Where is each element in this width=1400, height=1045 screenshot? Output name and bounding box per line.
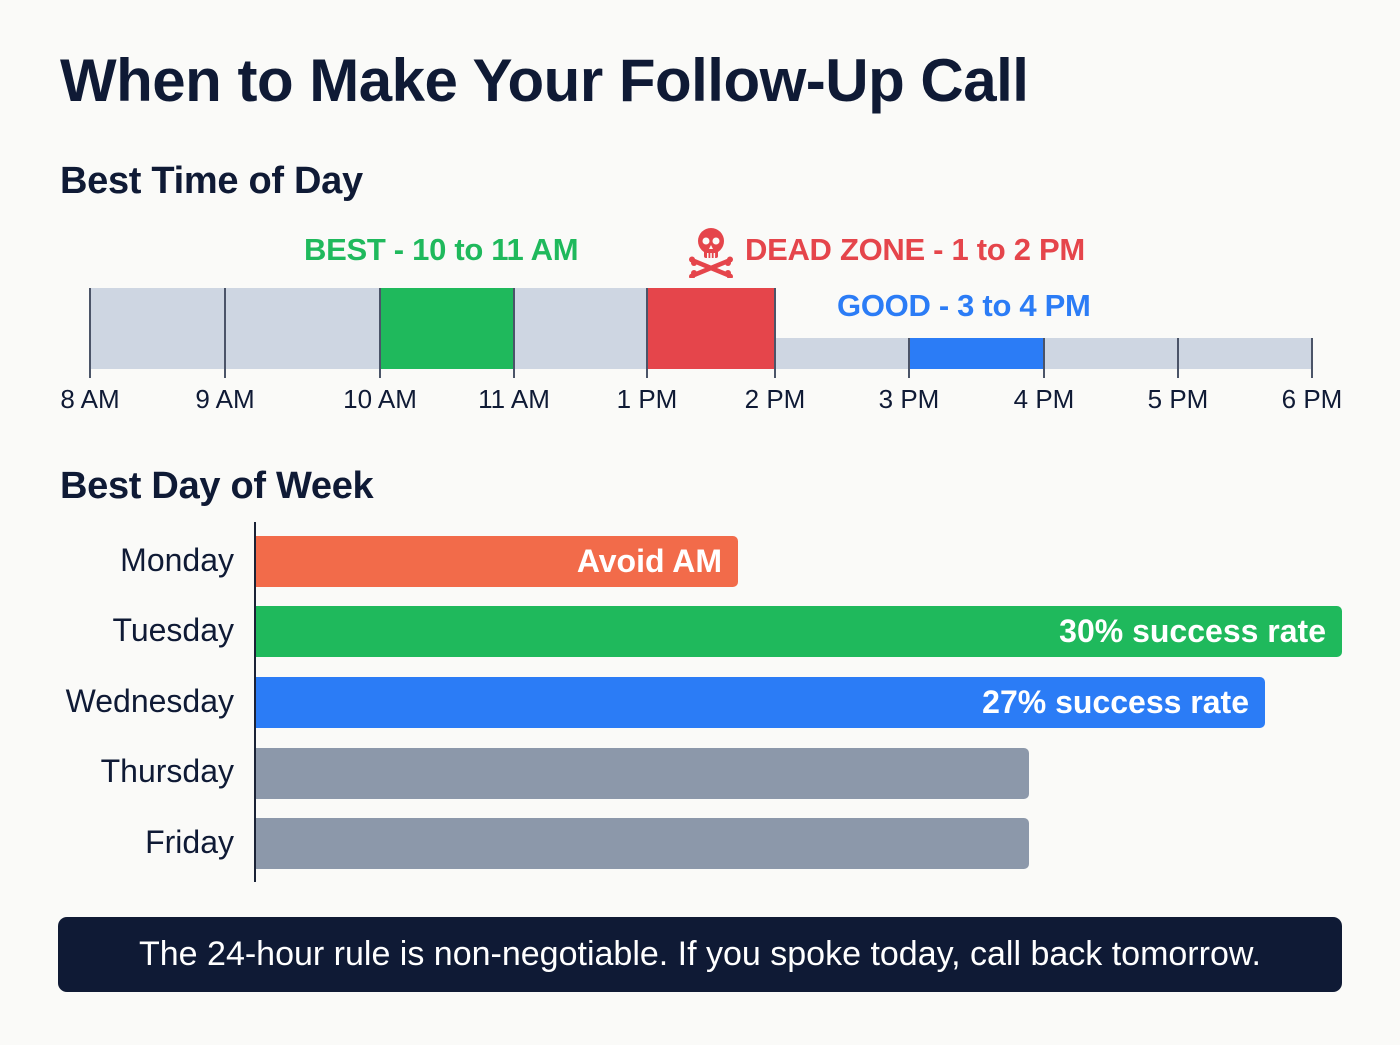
good-zone-label: GOOD - 3 to 4 PM xyxy=(837,288,1091,323)
bar-annotation: 30% success rate xyxy=(1059,613,1326,649)
day-bar-tuesday: 30% success rate xyxy=(256,606,1342,657)
tick-3pm xyxy=(908,338,910,378)
segment-11am-1pm xyxy=(514,288,647,369)
rule-banner: The 24-hour rule is non-negotiable. If y… xyxy=(58,917,1342,992)
tick-5pm xyxy=(1177,338,1179,378)
tick-8am xyxy=(89,288,91,378)
tick-label: 11 AM xyxy=(478,384,550,414)
day-label-monday: Monday xyxy=(120,542,234,578)
segment-2-3pm xyxy=(775,338,909,369)
tick-9am xyxy=(224,288,226,378)
bar-annotation: Avoid AM xyxy=(576,543,722,579)
segment-best-10-11am xyxy=(380,288,514,369)
page-title: When to Make Your Follow-Up Call xyxy=(60,47,1029,114)
tick-label: 4 PM xyxy=(1013,384,1075,414)
day-label-wednesday: Wednesday xyxy=(65,683,234,719)
day-bar-wednesday: 27% success rate xyxy=(256,677,1265,728)
tick-label: 6 PM xyxy=(1281,384,1343,414)
tick-2pm xyxy=(774,288,776,378)
tick-11am xyxy=(513,288,515,378)
day-bar-thursday xyxy=(256,748,1029,799)
tick-label: 5 PM xyxy=(1147,384,1209,414)
tick-label: 3 PM xyxy=(878,384,940,414)
banner-text: The 24-hour rule is non-negotiable. If y… xyxy=(139,935,1261,973)
bar-annotation: 27% success rate xyxy=(982,684,1249,720)
time-section-heading: Best Time of Day xyxy=(60,160,363,202)
day-section-heading: Best Day of Week xyxy=(60,465,374,507)
tick-label: 9 AM xyxy=(195,384,255,414)
day-label-tuesday: Tuesday xyxy=(112,612,234,648)
segment-8-10am xyxy=(90,288,380,369)
best-zone-label: BEST - 10 to 11 AM xyxy=(304,232,579,267)
tick-10am xyxy=(379,288,381,378)
segment-dead-1-2pm xyxy=(647,288,775,369)
dead-zone-label: DEAD ZONE - 1 to 2 PM xyxy=(745,232,1085,267)
day-bar-monday: Avoid AM xyxy=(256,536,738,587)
tick-label: 8 AM xyxy=(60,384,120,414)
day-bar-friday xyxy=(256,818,1029,869)
day-axis-line xyxy=(254,522,256,882)
tick-label: 10 AM xyxy=(343,384,417,414)
segment-good-3-4pm xyxy=(909,338,1044,369)
tick-1pm xyxy=(646,288,648,378)
tick-4pm xyxy=(1043,338,1045,378)
skull-crossbones-icon xyxy=(686,224,736,280)
tick-label: 1 PM xyxy=(616,384,678,414)
tick-label: 2 PM xyxy=(744,384,806,414)
tick-6pm xyxy=(1311,338,1313,378)
day-label-thursday: Thursday xyxy=(100,753,234,789)
day-label-friday: Friday xyxy=(145,824,234,860)
